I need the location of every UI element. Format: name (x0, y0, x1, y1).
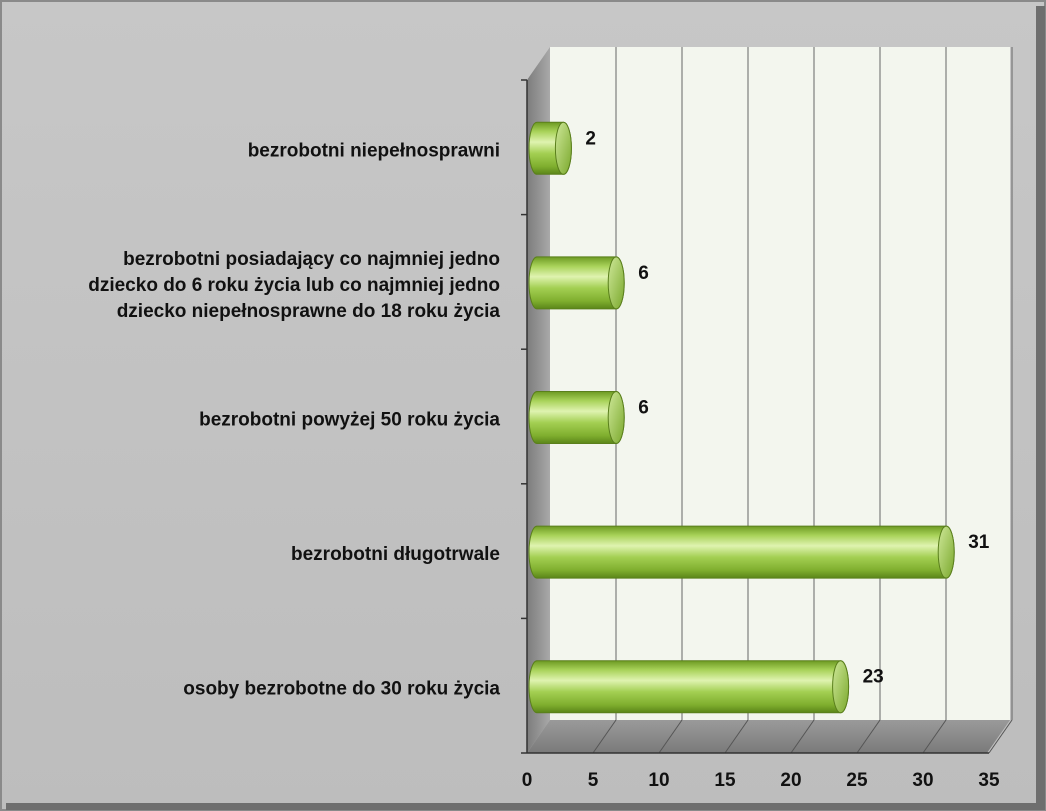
x-tick-label: 35 (978, 770, 1000, 791)
x-tick-label: 10 (648, 770, 669, 791)
data-label: 23 (863, 667, 884, 688)
category-labels: bezrobotni niepełnosprawni bezrobotni pos… (88, 140, 500, 699)
x-tick-label: 0 (522, 770, 533, 791)
gridline-floor (790, 719, 815, 754)
category-label-line: bezrobotni niepełnosprawni (248, 140, 500, 161)
gridline-floor (988, 719, 1013, 754)
bar-cap (554, 121, 572, 175)
data-labels: 2 6 6 31 23 (585, 128, 989, 687)
bar (528, 121, 572, 175)
category-label-line: dziecko do 6 roku życia lub co najmniej … (88, 275, 500, 296)
bar-cap (607, 256, 625, 310)
frame-shadow-right (1036, 6, 1045, 810)
bars (528, 121, 955, 714)
gridline-floor (592, 719, 617, 754)
bar-cap (832, 660, 850, 714)
category-label-line: bezrobotni długotrwale (291, 544, 500, 565)
x-axis-ticks: 0 5 10 15 20 25 30 35 (522, 770, 1000, 791)
frame-shadow-bottom (6, 803, 1045, 810)
plot-back-wall (550, 47, 1010, 720)
plot-floor (527, 720, 1010, 753)
data-label: 31 (968, 532, 990, 553)
x-tick-label: 20 (780, 770, 801, 791)
gridline-floor (922, 719, 947, 754)
category-label: bezrobotni powyżej 50 roku życia (199, 410, 500, 431)
x-tick-label: 15 (714, 770, 736, 791)
gridline-floor (658, 719, 683, 754)
category-label: bezrobotni długotrwale (291, 544, 500, 565)
bar-cap (607, 391, 625, 444)
data-label: 6 (638, 398, 649, 419)
category-label-line: bezrobotni posiadający co najmniej jedno (123, 249, 500, 270)
bar-body (528, 660, 850, 714)
bar (528, 391, 625, 444)
category-label: bezrobotni niepełnosprawni (248, 140, 500, 161)
bar-body (528, 525, 955, 579)
bar (528, 525, 955, 579)
category-label-line: bezrobotni powyżej 50 roku życia (199, 410, 500, 431)
data-label: 2 (585, 128, 596, 149)
bar-cap (937, 525, 955, 579)
data-label: 6 (638, 263, 649, 284)
category-label: bezrobotni posiadający co najmniej jedno… (88, 249, 500, 322)
bar (528, 256, 625, 310)
category-label-line: osoby bezrobotne do 30 roku życia (183, 679, 500, 700)
gridlines (521, 47, 1013, 754)
gridline-floor (724, 719, 749, 754)
x-tick-label: 5 (588, 770, 599, 791)
category-label: osoby bezrobotne do 30 roku życia (183, 679, 500, 700)
gridline-floor (856, 719, 881, 754)
x-tick-label: 30 (912, 770, 933, 791)
bar (528, 660, 850, 714)
x-tick-label: 25 (846, 770, 868, 791)
category-label-line: dziecko niepełnosprawne do 18 roku życia (117, 301, 501, 322)
